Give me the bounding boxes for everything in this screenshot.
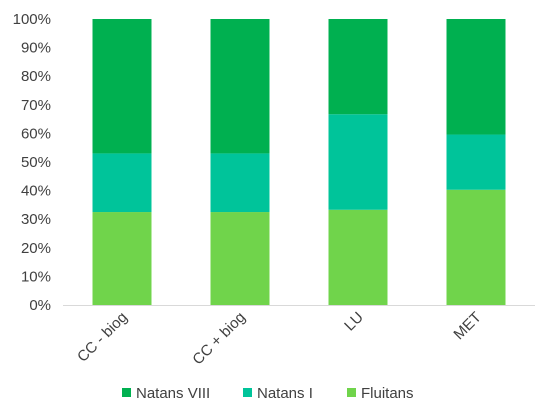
y-tick-label: 30% (21, 211, 51, 228)
bar-segment-natans-viii (446, 19, 506, 135)
bar-segment-natans-i (210, 153, 270, 213)
legend-swatch (122, 388, 131, 397)
y-tick-label: 100% (13, 11, 51, 28)
y-tick-label: 20% (21, 240, 51, 257)
bar-segment-natans-i (92, 153, 152, 213)
bar-segment-fluitans (328, 209, 388, 305)
legend-item-natans-i: Natans I (243, 385, 313, 402)
bar-segment-natans-i (328, 114, 388, 210)
y-tick-label: 80% (21, 68, 51, 85)
legend-swatch (347, 388, 356, 397)
bar-segment-fluitans (446, 189, 506, 305)
x-axis: CC - biog CC + biog LU MET (63, 305, 535, 368)
bar-segment-natans-viii (210, 19, 270, 154)
y-tick-label: 0% (29, 297, 51, 314)
bar-segment-natans-i (446, 134, 506, 190)
y-axis: 0% 10% 20% 30% 40% 50% 60% 70% 80% 90% 100% (13, 11, 51, 314)
legend-label: Fluitans (361, 385, 414, 402)
bar-segment-natans-viii (328, 19, 388, 115)
y-tick-label: 40% (21, 183, 51, 200)
y-tick-label: 60% (21, 125, 51, 142)
legend-label: Natans I (257, 385, 313, 402)
y-tick-label: 50% (21, 154, 51, 171)
legend: Natans VIII Natans I Fluitans (122, 385, 414, 402)
x-category-label: LU (341, 309, 367, 335)
x-category-label: CC - biog (74, 309, 131, 366)
bars (92, 19, 506, 305)
y-tick-label: 70% (21, 97, 51, 114)
legend-label: Natans VIII (136, 385, 210, 402)
legend-swatch (243, 388, 252, 397)
bar-segment-fluitans (92, 212, 152, 305)
bar-segment-natans-viii (92, 19, 152, 154)
legend-item-natans-viii: Natans VIII (122, 385, 210, 402)
y-tick-label: 90% (21, 40, 51, 57)
x-category-label: CC + biog (189, 309, 248, 368)
bar-segment-fluitans (210, 212, 270, 305)
y-tick-label: 10% (21, 268, 51, 285)
legend-item-fluitans: Fluitans (347, 385, 414, 402)
x-category-label: MET (450, 309, 484, 343)
